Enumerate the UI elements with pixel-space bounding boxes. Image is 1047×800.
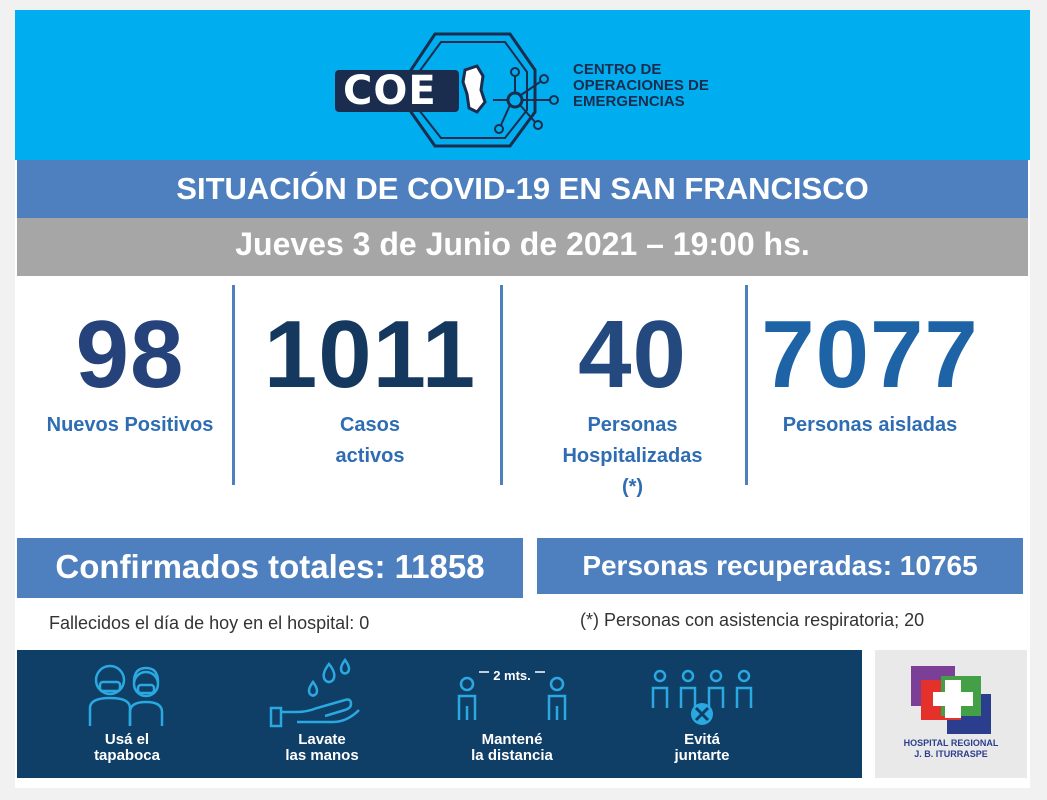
virus-network-icon bbox=[335, 32, 559, 148]
no-gathering-icon bbox=[651, 669, 753, 725]
stat-label: Personas Hospitalizadas (*) bbox=[515, 410, 750, 503]
tip-label: Lavate las manos bbox=[237, 732, 407, 764]
covid-report-card: COE CENTRO DE OPERACIONES DE EMERGENCIAS… bbox=[15, 10, 1030, 788]
coe-subtitle: CENTRO DE OPERACIONES DE EMERGENCIAS bbox=[573, 62, 783, 110]
divider bbox=[232, 285, 235, 485]
fallecidos-note: Fallecidos el día de hoy en el hospital:… bbox=[49, 613, 370, 633]
tip-tapaboca: Usá el tapaboca bbox=[42, 658, 212, 764]
hospital-cross-icon bbox=[911, 666, 991, 734]
coe-brand: COE bbox=[343, 68, 437, 114]
stat-value: 7077 bbox=[761, 301, 979, 408]
coe-subtitle-line: OPERACIONES DE bbox=[573, 77, 709, 94]
stat-value: 98 bbox=[75, 301, 185, 408]
stat-nuevos-positivos: 98 Nuevos Positivos bbox=[25, 300, 235, 441]
tip-label: Evitá juntarte bbox=[617, 732, 787, 764]
header: COE CENTRO DE OPERACIONES DE EMERGENCIAS bbox=[15, 10, 1030, 160]
hospital-name-line: HOSPITAL REGIONAL bbox=[903, 738, 999, 748]
tip-label: Usá el tapaboca bbox=[42, 732, 212, 764]
personas-recuperadas: Personas recuperadas: 10765 bbox=[537, 538, 1023, 594]
stat-label: Casos activos bbox=[245, 410, 495, 472]
stat-label-line: Personas aisladas bbox=[782, 414, 958, 436]
tip-evita-juntarte: Evitá juntarte bbox=[617, 658, 787, 764]
distance-icon bbox=[457, 671, 567, 720]
tip-label-line: Usá el bbox=[104, 731, 150, 748]
tip-label-line: las manos bbox=[285, 747, 359, 764]
divider bbox=[500, 285, 503, 485]
hospital-logo: HOSPITAL REGIONAL J. B. ITURRASPE bbox=[875, 650, 1027, 778]
hospital-name-line: J. B. ITURRASPE bbox=[914, 749, 988, 759]
stat-label-line: Hospitalizadas bbox=[562, 445, 703, 467]
stat-aisladas: 7077 Personas aisladas bbox=[755, 300, 985, 441]
stat-label-line: Personas bbox=[587, 414, 678, 436]
page-title: SITUACIÓN DE COVID-19 EN SAN FRANCISCO bbox=[17, 160, 1028, 218]
tip-label-line: Evitá bbox=[684, 731, 720, 748]
report-date: Jueves 3 de Junio de 2021 – 19:00 hs. bbox=[17, 218, 1028, 276]
tip-label-line: tapaboca bbox=[94, 747, 160, 764]
hospital-name: HOSPITAL REGIONAL J. B. ITURRASPE bbox=[875, 738, 1027, 760]
stat-label: Personas aisladas bbox=[755, 410, 985, 441]
stat-hospitalizadas: 40 Personas Hospitalizadas (*) bbox=[515, 300, 750, 503]
prevention-banner: Usá el tapaboca Lavate las manos bbox=[17, 650, 862, 778]
stat-value: 1011 bbox=[263, 301, 477, 408]
confirmados-totales: Confirmados totales: 11858 bbox=[17, 538, 523, 598]
divider bbox=[745, 285, 748, 485]
tip-lavate-manos: Lavate las manos bbox=[237, 658, 407, 764]
tip-distancia: 2 mts. Mantené la distancia bbox=[427, 658, 597, 764]
tip-label: Mantené la distancia bbox=[427, 732, 597, 764]
distance-label: 2 mts. bbox=[493, 668, 531, 683]
tip-label-line: Mantené bbox=[481, 731, 543, 748]
stat-value: 40 bbox=[578, 301, 687, 408]
hand-wash-icon bbox=[269, 658, 360, 728]
mask-people-icon bbox=[88, 664, 164, 726]
stat-label-line: Nuevos Positivos bbox=[46, 414, 214, 436]
tip-label-line: juntarte bbox=[674, 747, 730, 764]
tip-label-line: Lavate bbox=[298, 731, 346, 748]
coe-subtitle-line: EMERGENCIAS bbox=[573, 93, 685, 110]
stat-label-line: (*) bbox=[621, 476, 644, 498]
asistencia-note: (*) Personas con asistencia respiratoria… bbox=[580, 610, 925, 630]
stat-label-line: Casos bbox=[339, 414, 401, 436]
stat-label: Nuevos Positivos bbox=[25, 410, 235, 441]
coe-subtitle-line: CENTRO DE bbox=[573, 61, 662, 78]
coe-logo: COE CENTRO DE OPERACIONES DE EMERGENCIAS bbox=[335, 30, 785, 150]
tip-label-line: la distancia bbox=[471, 747, 553, 764]
stat-label-line: activos bbox=[335, 445, 405, 467]
stat-casos-activos: 1011 Casos activos bbox=[245, 300, 495, 472]
